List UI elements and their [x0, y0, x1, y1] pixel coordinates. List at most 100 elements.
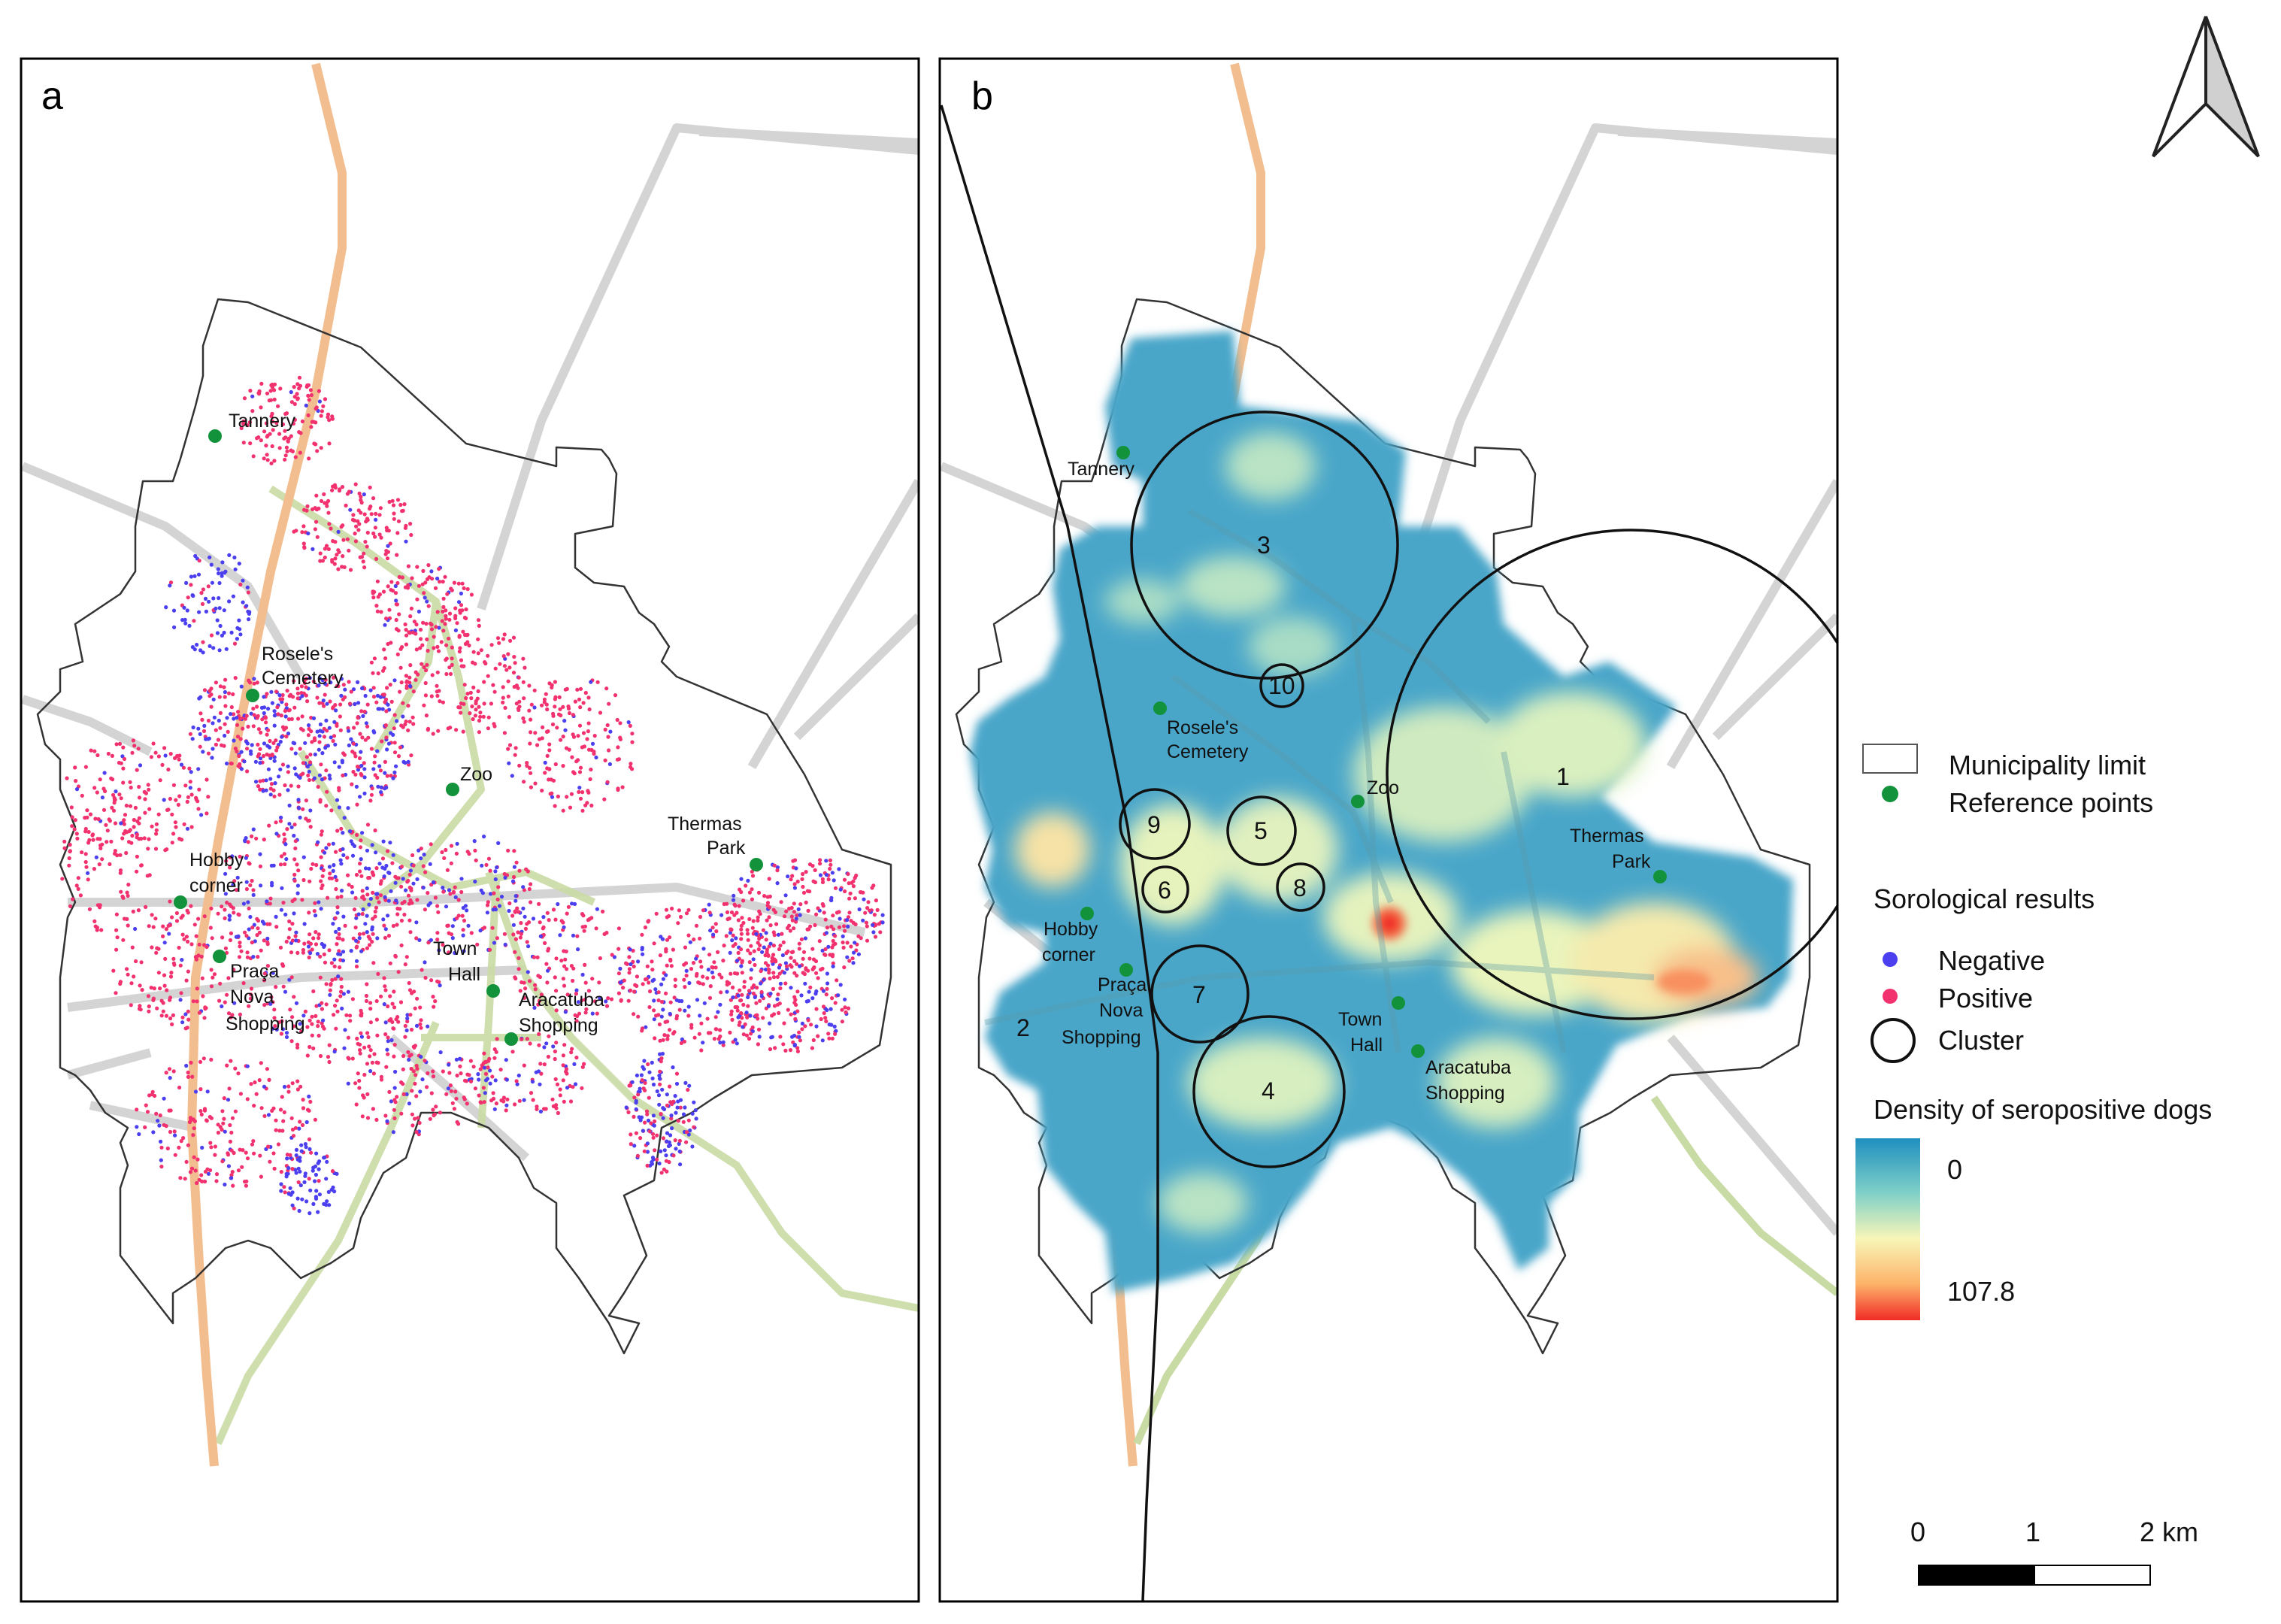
serology-point — [310, 1033, 314, 1038]
serology-point — [126, 883, 131, 887]
serology-point — [274, 1118, 278, 1123]
serology-point — [345, 856, 350, 860]
serology-point — [387, 1089, 392, 1094]
serology-point — [756, 915, 760, 920]
serology-point — [423, 580, 428, 585]
serology-point — [121, 766, 126, 771]
serology-point — [302, 1180, 307, 1184]
serology-point — [756, 890, 762, 895]
serology-point — [307, 1018, 312, 1023]
serology-point — [553, 1056, 557, 1062]
serology-point — [352, 726, 356, 730]
serology-point — [300, 898, 304, 902]
serology-point — [810, 996, 815, 1001]
serology-point — [324, 846, 329, 850]
serology-point — [274, 832, 279, 836]
serology-point — [681, 1120, 686, 1124]
label-hobby-b-1: Hobby — [1044, 919, 1098, 940]
serology-point — [455, 621, 459, 626]
serology-point — [568, 805, 573, 810]
serology-point — [168, 1016, 173, 1021]
serology-point — [567, 710, 572, 716]
serology-point — [232, 879, 237, 883]
serology-point — [138, 983, 142, 988]
serology-point — [830, 871, 835, 875]
serology-point — [784, 964, 789, 968]
serology-point — [489, 892, 493, 896]
serology-point — [537, 1032, 541, 1036]
serology-point — [411, 689, 416, 694]
serology-point — [250, 394, 255, 398]
serology-point — [305, 764, 310, 769]
serology-point — [404, 683, 409, 689]
serology-point — [433, 895, 438, 900]
serology-point — [522, 720, 526, 724]
serology-point — [643, 977, 648, 982]
serology-point — [310, 740, 314, 744]
serology-point — [265, 922, 270, 926]
serology-point — [419, 637, 423, 641]
serology-point — [140, 988, 144, 992]
serology-point — [507, 908, 511, 914]
serology-point — [543, 760, 547, 765]
serology-point — [178, 998, 183, 1002]
serology-point — [425, 662, 429, 667]
serology-point — [495, 1037, 499, 1041]
serology-point — [72, 827, 77, 832]
serology-point — [749, 1032, 753, 1036]
serology-point — [456, 600, 462, 604]
serology-point — [314, 1013, 318, 1018]
serology-point — [167, 932, 171, 936]
serology-point — [476, 1072, 480, 1077]
serology-point — [447, 1062, 451, 1067]
serology-point — [319, 762, 323, 767]
serology-point — [137, 795, 142, 800]
serology-point — [394, 602, 398, 607]
serology-point — [334, 929, 338, 934]
serology-point — [538, 934, 543, 938]
serology-point — [331, 484, 335, 489]
serology-point — [83, 852, 88, 856]
serology-point — [230, 1013, 235, 1017]
serology-point — [198, 1109, 203, 1113]
serology-point — [375, 579, 380, 583]
serology-point — [640, 946, 644, 950]
serology-point — [287, 707, 292, 712]
serology-point — [514, 683, 520, 688]
serology-point — [177, 945, 181, 950]
serology-point — [185, 799, 189, 804]
serology-point — [643, 925, 648, 930]
serology-point — [126, 923, 130, 928]
label-hobby-b-2: corner — [1042, 944, 1095, 965]
serology-point — [374, 511, 378, 517]
serology-point — [252, 677, 256, 681]
serology-point — [195, 986, 199, 991]
serology-point — [332, 760, 337, 765]
serology-point — [282, 727, 286, 732]
serology-point — [210, 580, 214, 585]
reference-labels-a: Tannery Rosele's Cemetery Zoo Thermas Pa… — [189, 411, 746, 1036]
serology-point — [820, 880, 825, 884]
serology-point — [283, 989, 288, 994]
serology-point — [189, 792, 194, 797]
serology-point — [395, 531, 400, 535]
serology-point — [661, 977, 666, 981]
serology-point — [284, 734, 289, 739]
serology-point — [384, 709, 389, 714]
serology-point — [323, 692, 327, 697]
serology-point — [783, 981, 788, 986]
serology-point — [413, 677, 418, 683]
serology-point — [156, 754, 161, 759]
serology-point — [171, 1013, 175, 1017]
serology-point — [101, 807, 107, 812]
serology-point — [86, 871, 90, 875]
serology-point — [407, 918, 412, 923]
serology-point — [796, 907, 801, 911]
serology-point — [408, 614, 413, 619]
serology-point — [364, 721, 368, 726]
serology-point — [341, 697, 345, 701]
serology-point — [744, 1010, 749, 1015]
serology-point — [545, 766, 550, 771]
serology-point — [259, 948, 263, 953]
serology-point — [385, 1047, 389, 1052]
